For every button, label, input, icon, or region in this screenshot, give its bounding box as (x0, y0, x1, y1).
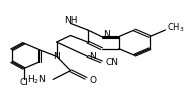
Text: O: O (89, 76, 97, 85)
Text: N: N (103, 30, 110, 39)
Text: CN: CN (105, 58, 118, 67)
Text: N: N (89, 52, 96, 61)
Text: N: N (53, 52, 60, 61)
Text: H$_2$N: H$_2$N (27, 73, 46, 86)
Text: CH$_3$: CH$_3$ (167, 22, 185, 34)
Text: Cl: Cl (19, 78, 28, 87)
Text: NH: NH (64, 16, 77, 25)
